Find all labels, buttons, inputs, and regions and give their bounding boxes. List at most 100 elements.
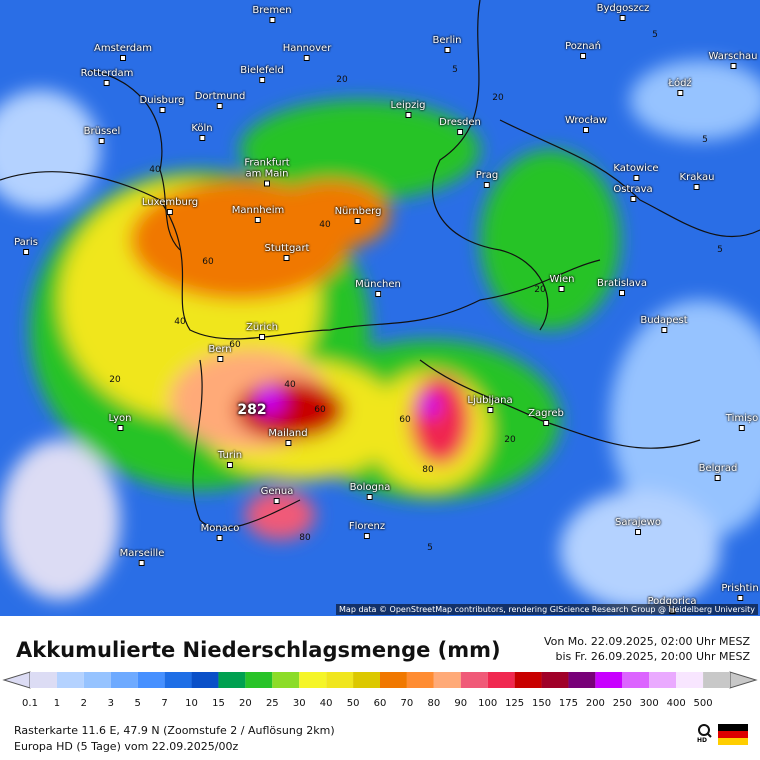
contour-label: 5 [652, 30, 658, 40]
legend-swatch [487, 672, 515, 688]
legend-tick-label: 125 [505, 698, 524, 709]
legend-swatch [218, 672, 246, 688]
legend-tick-label: 100 [478, 698, 497, 709]
city-label: Warschau [709, 51, 758, 69]
city-label: Leipzig [390, 100, 425, 118]
city-label: Marseille [120, 548, 165, 566]
city-label: Bologna [350, 482, 391, 500]
contour-label: 60 [229, 340, 241, 350]
contour-label: 20 [336, 75, 348, 85]
legend-tick-label: 30 [293, 698, 306, 709]
legend-swatch [137, 672, 165, 688]
legend-swatch [380, 672, 407, 688]
legend-swatch [541, 672, 569, 688]
legend-swatch [110, 672, 138, 688]
city-label: Stuttgart [265, 243, 310, 261]
max-value-label: 282 [237, 402, 267, 418]
city-label: Dresden [439, 117, 481, 135]
city-label: Dortmund [195, 91, 246, 109]
contour-label: 20 [504, 435, 516, 445]
city-label: Berlin [432, 35, 461, 53]
city-label: Amsterdam [94, 43, 152, 61]
legend-swatch [649, 672, 677, 688]
city-label: Wrocław [565, 115, 607, 133]
legend-tick-label: 400 [667, 698, 686, 709]
contour-label: 80 [299, 533, 311, 543]
legend-arrow-left [2, 671, 31, 689]
contour-label: 5 [702, 135, 708, 145]
city-label: Nürnberg [335, 206, 382, 224]
legend-tick-label: 70 [401, 698, 414, 709]
city-label: Mailand [268, 428, 307, 446]
footer-model: Europa HD (5 Tage) vom 22.09.2025/00z [14, 740, 239, 753]
legend-swatch [83, 672, 111, 688]
city-label: Budapest [640, 315, 687, 333]
legend-swatch [245, 672, 273, 688]
legend-tick-label: 80 [427, 698, 440, 709]
city-label: Paris [14, 237, 38, 255]
city-label: Prag [476, 170, 498, 188]
city-label: Ljubljana [467, 395, 512, 413]
legend-arrow-right [729, 671, 758, 689]
contour-label: 20 [109, 375, 121, 385]
city-label: Rotterdam [81, 68, 134, 86]
city-label: Zürich [246, 322, 278, 340]
contour-label: 60 [399, 415, 411, 425]
legend-tick-label: 50 [347, 698, 360, 709]
contour-label: 20 [492, 93, 504, 103]
city-label: Katowice [613, 163, 658, 181]
city-label: Duisburg [140, 95, 185, 113]
icons [698, 724, 748, 745]
hd-label: HD [697, 737, 708, 744]
legend-swatch [353, 672, 380, 688]
legend-tick-label: 3 [108, 698, 114, 709]
legend-tick-label: 7 [161, 698, 167, 709]
contour-label: 20 [534, 285, 546, 295]
legend-swatch [326, 672, 354, 688]
city-label: Hannover [283, 43, 332, 61]
zoom-icon[interactable] [698, 724, 710, 736]
legend-swatch [299, 672, 327, 688]
city-label: Bremen [252, 5, 291, 23]
period-start: Von Mo. 22.09.2025, 02:00 Uhr MESZ [543, 635, 750, 648]
city-label: Bielefeld [240, 65, 284, 83]
legend-swatch [191, 672, 219, 688]
city-label: Frankfurt am Main [237, 158, 297, 187]
city-label: Krakau [680, 172, 715, 190]
city-label: Wien [550, 274, 575, 292]
legend-tick-label: 175 [559, 698, 578, 709]
color-legend: 0.1 1 2 3 5 7 10 15 20 25 30 40 50 60 70 80 90 100 125 150 1… [2, 671, 758, 709]
legend-swatch [406, 672, 434, 688]
city-label: Timișo [726, 413, 758, 431]
contour-label: 5 [717, 245, 723, 255]
legend-swatch [703, 672, 730, 688]
legend-tick-label: 90 [454, 698, 467, 709]
legend-tick-label: 5 [135, 698, 141, 709]
city-label: Prishtin [721, 583, 758, 601]
contour-label: 40 [174, 317, 186, 327]
flag[interactable] [718, 724, 748, 731]
legend-tick-label: 15 [212, 698, 225, 709]
contour-label: 40 [149, 165, 161, 175]
city-label: Bydgoszcz [597, 3, 650, 21]
city-label: Belgrad [699, 463, 738, 481]
contour-label: 40 [284, 380, 296, 390]
contour-label: 5 [427, 543, 433, 553]
legend-swatch [30, 672, 57, 688]
legend-tick-label: 40 [320, 698, 333, 709]
city-label: Podgorica [647, 596, 696, 614]
city-label: Florenz [349, 521, 385, 539]
legend-tick-label: 300 [640, 698, 659, 709]
legend-tick-label: 60 [374, 698, 387, 709]
city-label: München [355, 279, 401, 297]
city-label: Köln [191, 123, 212, 141]
city-label: Sarajewo [615, 517, 661, 535]
legend-swatch [568, 672, 596, 688]
city-label: Luxemburg [142, 197, 198, 215]
contour-label: 80 [422, 465, 434, 475]
legend-swatch [676, 672, 704, 688]
contour-label: 60 [202, 257, 214, 267]
legend-tick-label: 25 [266, 698, 279, 709]
city-label: Monaco [201, 523, 240, 541]
